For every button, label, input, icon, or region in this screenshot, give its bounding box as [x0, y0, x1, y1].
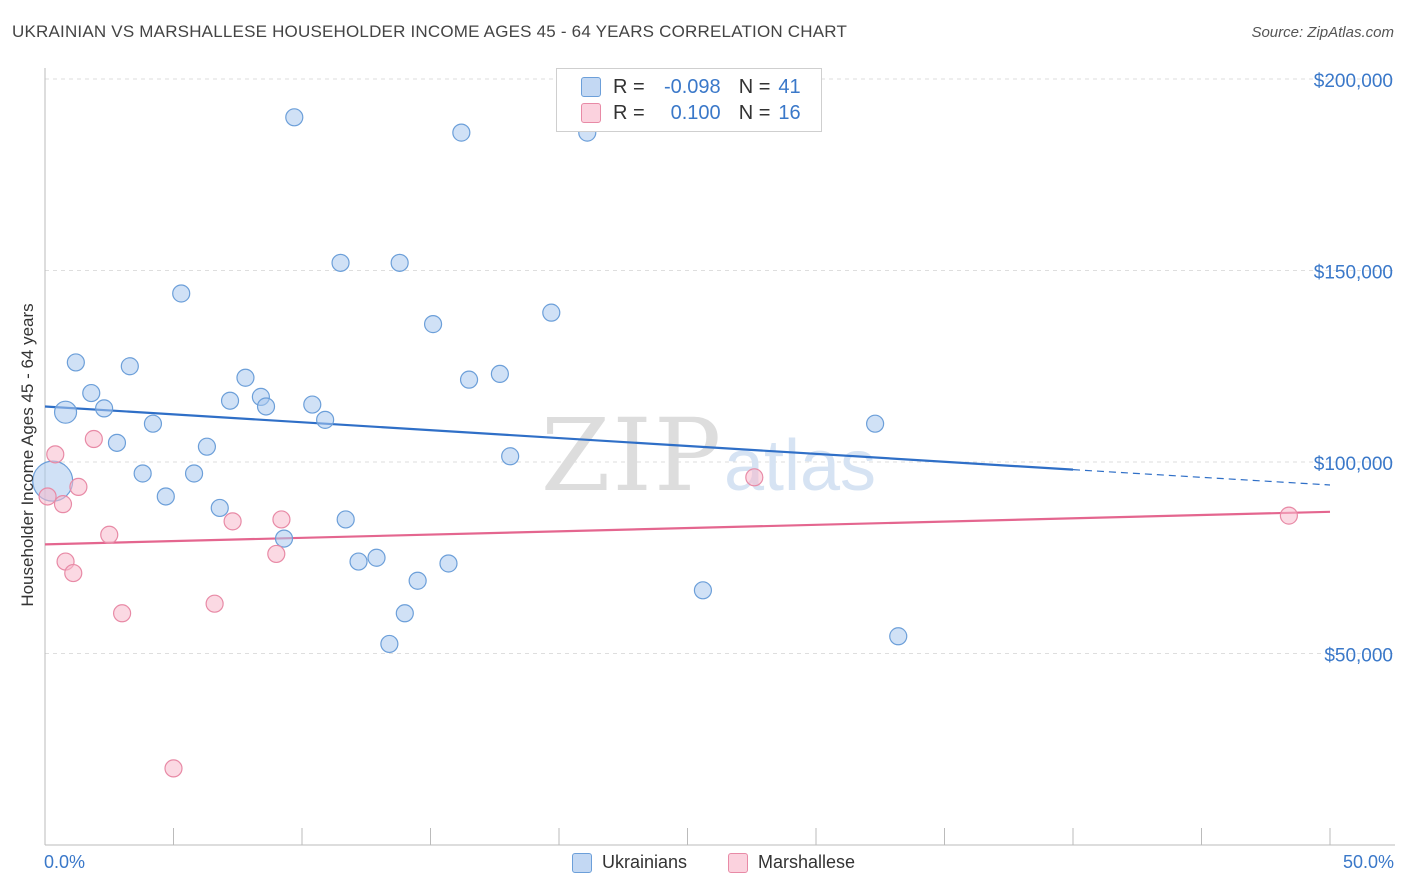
point-marshallese [205, 594, 224, 613]
point-marshallese [745, 468, 764, 487]
point-ukrainians [395, 604, 414, 623]
point-ukrainians [274, 529, 294, 548]
point-ukrainians [380, 634, 399, 654]
point-ukrainians [156, 487, 175, 506]
point-marshallese [38, 487, 57, 506]
n-label: N = [738, 101, 771, 124]
trend-line-marshallese [44, 510, 1331, 546]
x-tick-label-max: 50.0% [1342, 852, 1394, 872]
point-marshallese [53, 495, 73, 514]
trend-lines [44, 405, 1331, 546]
y-axis-label: Householder Income Ages 45 - 64 years [18, 303, 37, 607]
point-marshallese [112, 604, 132, 623]
point-ukrainians [331, 253, 350, 272]
point-ukrainians [66, 353, 85, 372]
point-ukrainians [490, 364, 509, 384]
point-ukrainians [439, 554, 458, 573]
point-ukrainians [866, 414, 885, 433]
point-marshallese [100, 525, 119, 544]
point-ukrainians [423, 315, 443, 334]
point-ukrainians [256, 397, 276, 416]
ukrainians-label: Ukrainians [602, 852, 688, 872]
point-marshallese [1279, 506, 1298, 525]
bottom-legend-ukrainians: Ukrainians [572, 852, 687, 873]
point-ukrainians [220, 391, 240, 410]
chart-title: UKRAINIAN VS MARSHALLESE HOUSEHOLDER INC… [12, 22, 848, 41]
r-value-marshallese: 0.100 [670, 101, 721, 124]
point-ukrainians [107, 433, 127, 452]
point-ukrainians [120, 357, 139, 376]
trend-line-ukrainians [44, 405, 1074, 471]
x-tick-label-min: 0.0% [44, 852, 86, 872]
ukrainians-swatch [581, 77, 601, 97]
point-marshallese [69, 477, 88, 496]
point-ukrainians [542, 303, 561, 322]
marshallese-swatch [581, 103, 601, 123]
y-tick-label: $150,000 [1314, 263, 1393, 284]
trend-line-extension-ukrainians [1072, 469, 1331, 486]
point-ukrainians [316, 410, 335, 429]
bottom-legend-marshallese: Marshallese [728, 852, 855, 873]
r-label: R = [613, 75, 645, 98]
point-marshallese [84, 429, 103, 449]
point-ukrainians [236, 368, 255, 387]
point-ukrainians [210, 498, 229, 518]
point-ukrainians [336, 510, 355, 529]
n-label: N = [738, 75, 771, 98]
point-ukrainians [501, 447, 520, 466]
watermark: ZIP atlas [541, 397, 876, 514]
ukrainians-swatch [572, 852, 592, 873]
correlation-legend: R = -0.098 N = 41 R = 0.100 N = 16 [556, 68, 822, 132]
point-ukrainians [693, 581, 713, 600]
point-ukrainians [82, 383, 101, 403]
gridlines [45, 78, 1395, 654]
y-tick-label: $100,000 [1314, 454, 1393, 475]
point-marshallese [46, 445, 65, 464]
watermark-atlas: atlas [724, 426, 876, 506]
marshallese-label: Marshallese [758, 852, 856, 872]
point-ukrainians [390, 253, 409, 272]
y-tick-label: $200,000 [1314, 71, 1393, 92]
legend-row-ukrainians: R = -0.098 N = 41 [557, 74, 801, 100]
point-ukrainians [452, 123, 471, 142]
point-marshallese [272, 510, 291, 529]
point-ukrainians [459, 370, 479, 389]
point-ukrainians [184, 464, 204, 483]
point-ukrainians [408, 571, 427, 590]
axes [44, 68, 1395, 846]
y-tick-label: $50,000 [1324, 646, 1393, 667]
source-label: Source: ZipAtlas.com [1251, 24, 1394, 41]
point-marshallese [223, 512, 242, 531]
point-ukrainians [133, 464, 152, 483]
point-ukrainians [285, 108, 304, 127]
point-ukrainians [143, 414, 163, 433]
point-ukrainians [367, 548, 386, 567]
y-tick-labels: $50,000 $100,000 $150,000 $200,000 [1314, 71, 1393, 667]
point-ukrainians [889, 627, 908, 646]
point-ukrainians [197, 437, 217, 456]
point-marshallese [267, 544, 286, 564]
n-value-marshallese: 16 [778, 101, 801, 124]
data-points [32, 108, 1298, 778]
point-ukrainians [172, 284, 191, 303]
point-marshallese [164, 759, 183, 778]
legend-row-marshallese: R = 0.100 N = 16 [557, 100, 801, 126]
point-ukrainians [53, 400, 78, 424]
n-value-ukrainians: 41 [778, 75, 801, 98]
point-ukrainians [303, 395, 322, 414]
r-value-ukrainians: -0.098 [663, 75, 721, 98]
r-label: R = [613, 101, 645, 124]
point-marshallese [64, 563, 83, 583]
point-ukrainians [95, 399, 114, 418]
marshallese-swatch [728, 852, 748, 873]
watermark-zip: ZIP [541, 397, 723, 514]
point-ukrainians [349, 552, 368, 571]
